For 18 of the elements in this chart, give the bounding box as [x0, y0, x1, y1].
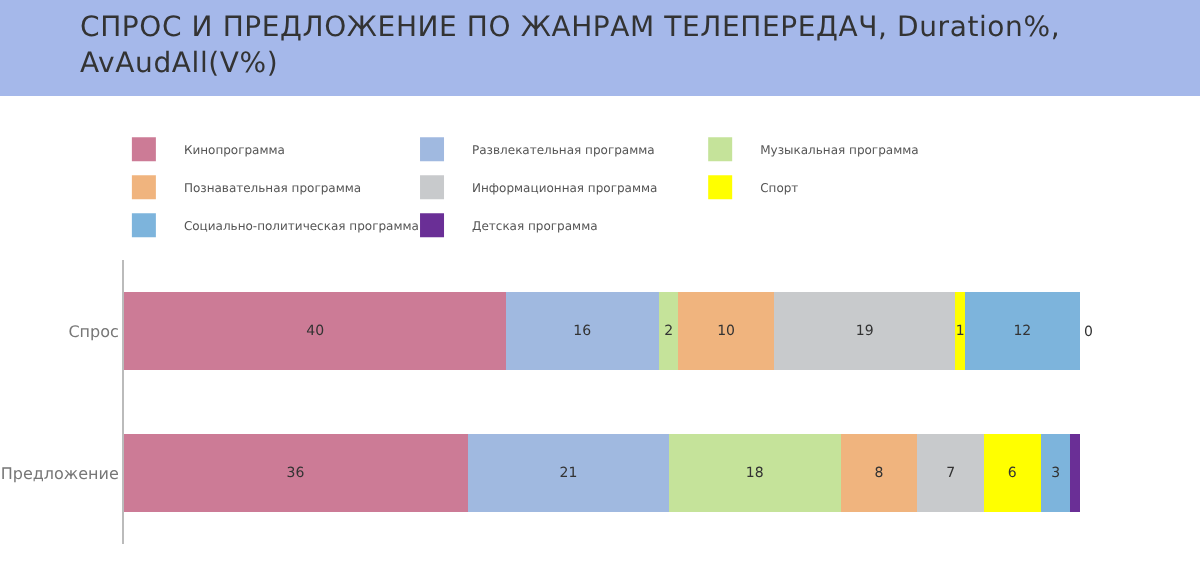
bar [506, 291, 660, 371]
bar [984, 433, 1042, 513]
bar [668, 433, 841, 513]
bar [840, 433, 918, 513]
bar [1070, 433, 1080, 513]
bar [955, 291, 966, 371]
bar [1041, 433, 1071, 513]
bar [124, 291, 507, 371]
bar [659, 291, 679, 371]
bar [917, 433, 985, 513]
chart-title: СПРОС И ПРЕДЛОЖЕНИЕ ПО ЖАНРАМ ТЕЛЕПЕРЕДАЧ, Duration%, AvAudAll(V%) [0, 0, 1200, 96]
bar [468, 433, 669, 513]
bar [965, 291, 1080, 371]
bar [678, 291, 774, 371]
bar [124, 433, 469, 513]
y-tick-label: Спрос [68, 322, 119, 341]
bar [773, 291, 956, 371]
y-tick-label: Предложение [0, 464, 119, 483]
